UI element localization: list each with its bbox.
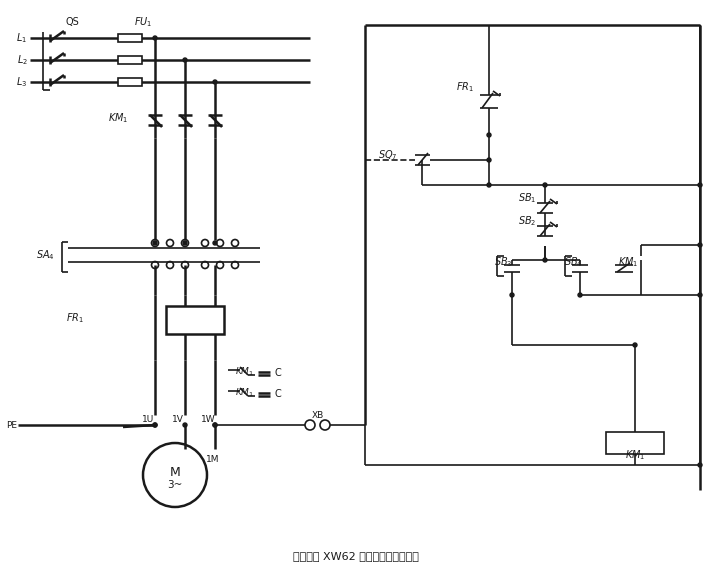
Text: $SB_3$: $SB_3$ [493,255,513,269]
Circle shape [153,423,157,427]
Circle shape [487,183,491,187]
Text: $L_1$: $L_1$ [16,31,28,45]
Text: $FR_1$: $FR_1$ [456,80,474,94]
Text: $SA_4$: $SA_4$ [36,248,54,262]
Text: $KM_1$: $KM_1$ [235,386,255,399]
Circle shape [698,183,702,187]
Text: $SQ_7$: $SQ_7$ [378,148,398,162]
Circle shape [153,423,157,427]
Circle shape [698,243,702,247]
Circle shape [698,463,702,467]
Text: XB: XB [312,411,324,419]
Text: M: M [170,465,180,479]
Text: C: C [275,389,282,399]
Text: 1W: 1W [200,415,215,425]
Text: PE: PE [6,420,18,430]
Text: QS: QS [65,17,79,27]
Circle shape [487,133,491,137]
Text: $SB_4$: $SB_4$ [563,255,583,269]
Text: $FR_1$: $FR_1$ [66,311,84,325]
Text: 1M: 1M [206,456,220,464]
Circle shape [510,293,514,297]
Text: C: C [275,368,282,378]
Text: $KM_1$: $KM_1$ [235,366,255,378]
Text: $KM_1$: $KM_1$ [625,448,645,462]
Bar [118,78,142,86]
Circle shape [183,58,187,62]
Bar [166,306,224,334]
Bar [118,56,142,64]
Circle shape [153,241,157,245]
Bar [606,432,664,454]
Circle shape [213,241,217,245]
Circle shape [633,343,637,347]
Circle shape [213,80,217,84]
Text: $KM_1$: $KM_1$ [617,255,638,269]
Text: $L_3$: $L_3$ [16,75,28,89]
Text: 1V: 1V [172,415,184,425]
Text: $SB_2$: $SB_2$ [518,214,536,228]
Circle shape [213,423,217,427]
Circle shape [153,36,157,40]
Circle shape [213,423,217,427]
Circle shape [698,293,702,297]
Text: 3~: 3~ [168,480,183,490]
Text: 1U: 1U [142,415,154,425]
Circle shape [578,293,582,297]
Text: $L_2$: $L_2$ [16,53,28,67]
Circle shape [543,183,547,187]
Text: $FU_1$: $FU_1$ [134,15,152,29]
Circle shape [183,423,187,427]
Circle shape [183,241,187,245]
Text: $SB_1$: $SB_1$ [518,191,536,205]
Circle shape [487,158,491,162]
Bar [118,34,142,42]
Text: 改进后的 XW62 主轴电动机控制电路: 改进后的 XW62 主轴电动机控制电路 [293,551,419,561]
Text: $KM_1$: $KM_1$ [108,111,128,125]
Circle shape [543,258,547,262]
